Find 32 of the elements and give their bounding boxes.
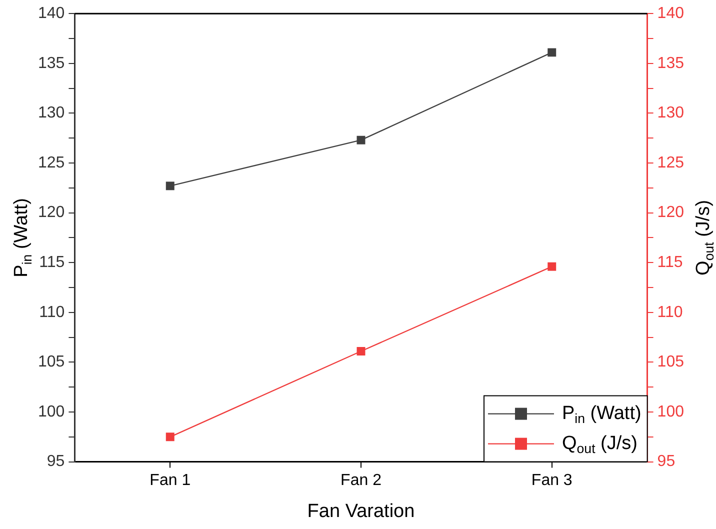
y2-tick-label: 130 bbox=[657, 104, 684, 122]
y-tick-label: 120 bbox=[38, 204, 65, 222]
point bbox=[548, 262, 556, 271]
y-tick-label: 100 bbox=[38, 403, 65, 420]
y2-tick-label: 125 bbox=[657, 154, 684, 172]
y-tick-label: 115 bbox=[39, 254, 65, 272]
x-tick-label: Fan 1 bbox=[150, 472, 191, 489]
y-tick-label: 135 bbox=[38, 54, 65, 72]
y2-tick-label: 95 bbox=[657, 453, 676, 470]
point bbox=[548, 48, 556, 57]
y-tick-label: 110 bbox=[39, 304, 65, 321]
point bbox=[356, 136, 366, 144]
y-axis-title: Pin (Watt) bbox=[11, 198, 34, 278]
y2-tick-label: 110 bbox=[657, 304, 683, 321]
y2-tick-label: 120 bbox=[657, 204, 684, 222]
y-tick-label: 130 bbox=[38, 104, 65, 122]
y2-tick-label: 140 bbox=[657, 5, 684, 22]
point bbox=[166, 182, 174, 190]
y2-axis-title: Qout (J/s) bbox=[693, 200, 716, 276]
y2-tick-label: 135 bbox=[657, 54, 684, 72]
y-tick-label: 95 bbox=[46, 453, 65, 470]
point bbox=[166, 432, 174, 442]
y2-tick-label: 100 bbox=[657, 403, 684, 420]
x-tick-label: Fan 3 bbox=[531, 472, 572, 489]
y2-tick-label: 115 bbox=[657, 254, 683, 272]
x-axis-title: Fan Varation bbox=[307, 501, 415, 522]
y-tick-label: 125 bbox=[38, 154, 65, 172]
point bbox=[356, 347, 366, 356]
y-tick-label: 140 bbox=[38, 5, 65, 22]
y2-tick-label: 105 bbox=[657, 354, 684, 371]
x-tick-label: Fan 2 bbox=[340, 472, 382, 489]
y-tick-label: 105 bbox=[38, 354, 65, 371]
